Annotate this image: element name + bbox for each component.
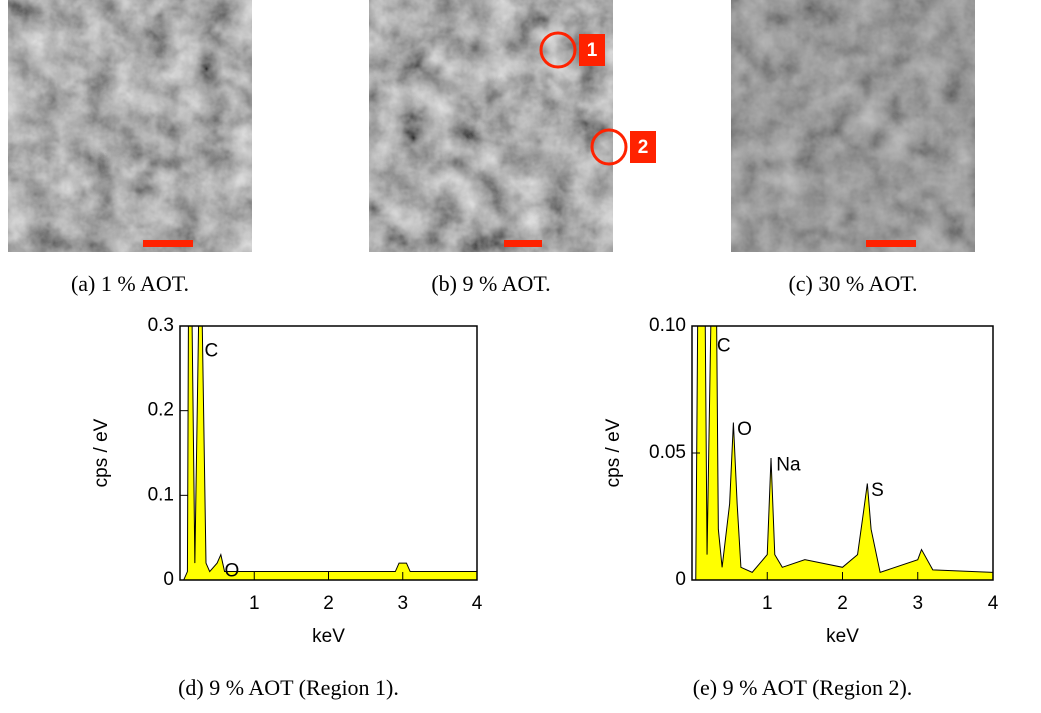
spectrum-area xyxy=(183,326,477,580)
y-axis-label: cps / eV xyxy=(91,418,112,487)
x-tick-label: 4 xyxy=(472,593,483,614)
x-tick-label: 1 xyxy=(249,593,260,614)
x-axis-label: keV xyxy=(826,626,859,647)
caption: (d) 9 % AOT (Region 1). xyxy=(178,675,399,700)
peak-label: C xyxy=(205,340,219,361)
caption: (b) 9 % AOT. xyxy=(431,271,550,296)
marker-box xyxy=(579,34,605,66)
sem-texture xyxy=(369,0,613,252)
y-tick-label: 0.10 xyxy=(649,315,686,336)
y-tick-label: 0.3 xyxy=(148,315,174,336)
x-tick-label: 2 xyxy=(837,593,848,614)
marker-label: 1 xyxy=(587,40,598,61)
x-tick-label: 4 xyxy=(988,593,999,614)
marker-box xyxy=(630,131,656,163)
caption: (a) 1 % AOT. xyxy=(71,271,189,296)
scale-bar xyxy=(504,240,542,247)
region-marker xyxy=(539,31,577,69)
y-axis-label: cps / eV xyxy=(603,418,624,487)
sem-texture xyxy=(731,0,975,252)
x-tick-label: 2 xyxy=(323,593,334,614)
y-tick-label: 0 xyxy=(675,569,686,590)
caption: (e) 9 % AOT (Region 2). xyxy=(693,675,913,700)
peak-label: O xyxy=(737,419,752,440)
scale-bar xyxy=(143,240,193,247)
spectrum-area xyxy=(695,326,993,580)
y-tick-label: 0.1 xyxy=(148,484,174,505)
region-marker xyxy=(590,128,628,166)
y-tick-label: 0.05 xyxy=(649,442,686,463)
plot-frame xyxy=(179,325,478,581)
y-tick-label: 0.2 xyxy=(148,400,174,421)
x-tick-label: 3 xyxy=(912,593,923,614)
peak-label: O xyxy=(225,561,240,582)
y-tick-label: 0 xyxy=(163,569,174,590)
peak-label: Na xyxy=(776,455,801,476)
x-tick-label: 1 xyxy=(762,593,773,614)
x-axis-label: keV xyxy=(312,626,345,647)
peak-label: S xyxy=(871,480,884,501)
sem-texture xyxy=(8,0,252,252)
x-tick-label: 3 xyxy=(397,593,408,614)
scale-bar xyxy=(866,240,916,247)
caption: (c) 30 % AOT. xyxy=(788,271,917,296)
peak-label: C xyxy=(717,335,731,356)
marker-label: 2 xyxy=(638,137,649,158)
